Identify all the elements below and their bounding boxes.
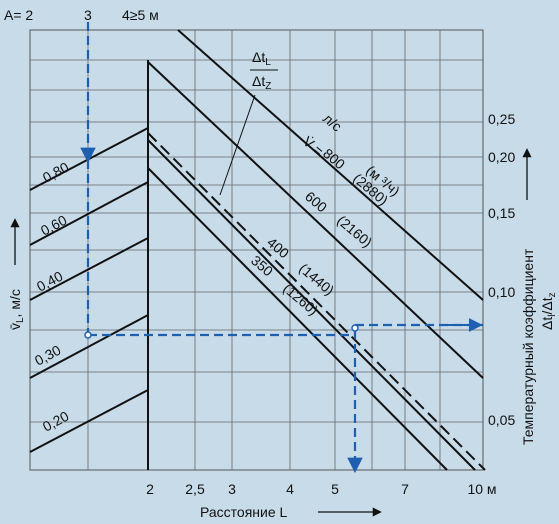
y-label-base: v̄ — [7, 323, 23, 330]
speed-label: 0,20 — [40, 408, 72, 435]
flow-lines — [147, 29, 486, 471]
speed-label: 0,30 — [32, 342, 64, 369]
right-axis-label: Температурный коэффициент — [520, 248, 536, 445]
bottom-tick: 2,5 — [185, 481, 205, 497]
bottom-tick: 4 — [286, 481, 294, 497]
svg-text:ΔtZ: ΔtZ — [252, 73, 271, 92]
bottom-tick: 5 — [331, 481, 339, 497]
svg-text:ΔtL: ΔtL — [252, 49, 271, 68]
part: L — [265, 57, 271, 68]
right-axis-label-2: Δtl/Δtz — [539, 292, 558, 330]
grid — [29, 29, 484, 471]
right-tick: 0,05 — [488, 412, 515, 428]
part: Δt — [539, 317, 555, 330]
bottom-tick: 2 — [146, 481, 154, 497]
right-tick: 0,10 — [488, 284, 515, 300]
speed-label: 0,60 — [38, 212, 70, 239]
right-tick: 0,15 — [488, 205, 515, 221]
y-label-unit: , м/с — [7, 289, 23, 317]
x-axis-label: Расстояние L — [200, 504, 288, 520]
speed-label: 0,80 — [40, 159, 72, 186]
bottom-tick: 7 — [401, 481, 409, 497]
bottom-tick: 3 — [228, 481, 236, 497]
right-tick: 0,25 — [488, 111, 515, 127]
example-path — [80, 22, 483, 474]
flow-ls: 350 — [248, 252, 276, 279]
y-axis-label: v̄L, м/с — [7, 289, 26, 330]
part: /Δt — [539, 297, 555, 314]
svg-text:v̄L, м/с: v̄L, м/с — [7, 289, 26, 330]
part: Z — [265, 81, 271, 92]
svg-text:Δtl/Δtz: Δtl/Δtz — [539, 292, 558, 330]
part: Δt — [252, 73, 265, 89]
flow-labels: V̇ = л/с (м ³/ч) 800 (2880) 600 (2160) 4… — [248, 110, 403, 318]
top-label: 3 — [84, 7, 92, 23]
right-tick: 0,20 — [488, 149, 515, 165]
part: Δt — [252, 49, 265, 65]
bottom-tick: 10 м — [467, 481, 496, 497]
part: l — [547, 315, 558, 317]
top-label: A= 2 — [4, 7, 33, 23]
flow-unit: л/с — [320, 110, 345, 135]
dt-label: ΔtL ΔtZ — [250, 49, 278, 92]
part: z — [547, 292, 558, 297]
top-label: 4≥5 м — [122, 7, 159, 23]
speed-lines — [29, 60, 149, 470]
y-label-sub: L — [15, 317, 26, 323]
flow-ls: 400 — [264, 234, 292, 261]
